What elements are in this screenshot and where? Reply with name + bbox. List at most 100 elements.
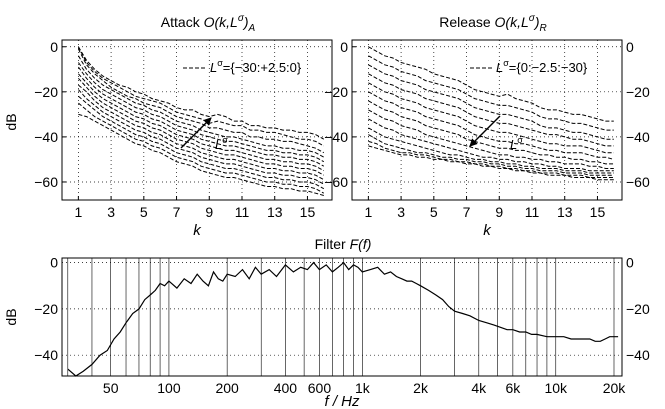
attack-series-line-2 [77, 46, 325, 147]
release-series-group [368, 46, 614, 181]
xtick-label: 13 [557, 204, 573, 220]
attack-arrow-label: Lσ [215, 135, 228, 152]
ytick-label: −20 [34, 84, 58, 100]
release-series-line-4 [368, 73, 614, 147]
release-xtick-labels: 1 3 5 7 9 11 13 15 [364, 204, 605, 220]
release-grid [352, 40, 622, 200]
filter-xlabel: f / Hz [324, 393, 360, 409]
ytick-label: −40 [34, 347, 58, 363]
xtick-label: 3 [107, 204, 115, 220]
attack-ytick-labels: 0 −20 −40 −60 [34, 39, 58, 190]
xtick-label: 50 [103, 380, 119, 396]
xtick-label: 400 [274, 380, 298, 396]
release-series-line-3 [368, 64, 614, 140]
xtick-label: 5 [430, 204, 438, 220]
ytick-label-right: 0 [626, 255, 634, 271]
filter-xtick-labels: 50 100 200 400 600 1k 2k 4k 6k 10k 20k [103, 380, 626, 396]
attack-plot-frame [61, 39, 333, 201]
filter-series-group [67, 261, 619, 377]
xtick-label: 20k [603, 380, 627, 396]
release-legend-text: Lσ={0:−2.5:−30} [496, 58, 588, 75]
attack-series-line-6 [77, 66, 325, 167]
attack-series-line-1 [77, 46, 325, 140]
xtick-label: 2k [413, 380, 429, 396]
ytick-label-right: −20 [626, 301, 650, 317]
ytick-label-right: −40 [626, 347, 650, 363]
release-series-line-8 [368, 109, 614, 169]
xtick-label: 15 [590, 204, 606, 220]
attack-series-line-9 [78, 84, 325, 181]
release-series-line-13 [368, 145, 614, 181]
release-series-line-2 [368, 55, 614, 131]
attack-series-group [77, 46, 325, 196]
xtick-label: 9 [495, 204, 503, 220]
release-series-line-10 [368, 127, 614, 174]
ytick-label: −40 [34, 129, 58, 145]
xtick-label: 5 [140, 204, 148, 220]
filter-grid [62, 258, 622, 376]
attack-series-line-5 [77, 62, 325, 163]
filter-ytick-labels: 0 0 −20 −20 −40 −40 [34, 255, 650, 364]
ytick-label: 0 [340, 39, 348, 55]
attack-series-line-7 [78, 73, 325, 172]
release-title: Release O(k,Lσ)R [439, 13, 546, 34]
filter-panel: Filter F(f) 50 100 200 400 600 1k 2k 4k 6k 10k 20k… [3, 236, 650, 409]
release-series-line-5 [368, 82, 614, 154]
xtick-label: 1 [74, 204, 82, 220]
ytick-label: −60 [34, 174, 58, 190]
xtick-label: 10k [544, 380, 568, 396]
ytick-label: −20 [34, 301, 58, 317]
xtick-label: 7 [463, 204, 471, 220]
ytick-label-right: −60 [626, 174, 650, 190]
xtick-label: 1k [355, 380, 371, 396]
release-series-line-9 [368, 118, 614, 172]
release-legend: Lσ={0:−2.5:−30} [470, 58, 588, 75]
filter-plot-frame [61, 257, 623, 377]
release-plot-frame [351, 39, 623, 201]
release-arrow-label: Lσ [510, 135, 523, 152]
attack-ylabel: dB [3, 113, 19, 130]
release-series-line-11 [368, 134, 614, 176]
attack-panel: Attack O(k,Lσ)A 1 3 5 7 9 11 13 15 0−20−40−60 k… [3, 13, 333, 239]
xtick-label: 13 [267, 204, 283, 220]
attack-title: Attack O(k,Lσ)A [161, 13, 256, 34]
attack-xtick-labels: 1 3 5 7 9 11 13 15 [74, 204, 315, 220]
release-series-line-7 [368, 100, 614, 165]
xtick-label: 11 [525, 204, 540, 220]
ytick-label-right: −40 [626, 129, 650, 145]
xtick-label: 100 [157, 380, 181, 396]
attack-legend: Lσ={−30:+2.5:0} [183, 58, 302, 75]
ytick-label-right: 0 [626, 39, 634, 55]
xtick-label: 11 [235, 204, 250, 220]
attack-series-line-11 [78, 95, 325, 190]
filter-series-line-1 [67, 261, 619, 377]
release-ytick-labels: 0 0 −20 −20 −40 −40 −60 −60 [324, 39, 650, 190]
xtick-label: 4k [471, 380, 487, 396]
filter-title: Filter F(f) [315, 236, 372, 252]
xtick-label: 15 [300, 204, 316, 220]
attack-series-line-8 [78, 77, 325, 176]
xtick-label: 9 [205, 204, 213, 220]
release-panel: Release O(k,Lσ)R 1 3 5 7 9 11 13 15 0 0−20 −20−40… [324, 13, 650, 239]
ytick-label: −60 [324, 174, 348, 190]
ytick-label: 0 [50, 255, 58, 271]
attack-series-line-13 [78, 113, 324, 196]
release-series-line-6 [368, 91, 614, 160]
ytick-label: −40 [324, 129, 348, 145]
ytick-label: −20 [324, 84, 348, 100]
xtick-label: 6k [505, 380, 521, 396]
release-series-line-12 [368, 140, 614, 178]
release-xlabel: k [483, 222, 492, 239]
xtick-label: 600 [308, 380, 332, 396]
xtick-label: 7 [173, 204, 181, 220]
attack-series-line-4 [77, 55, 325, 158]
xtick-label: 3 [397, 204, 405, 220]
release-arrow [469, 115, 501, 147]
attack-xlabel: k [193, 222, 202, 239]
attack-series-line-3 [77, 48, 325, 154]
attack-series-line-12 [78, 102, 325, 194]
xtick-label: 1 [364, 204, 372, 220]
filter-ylabel: dB [3, 308, 19, 325]
attack-arrow [180, 117, 212, 149]
